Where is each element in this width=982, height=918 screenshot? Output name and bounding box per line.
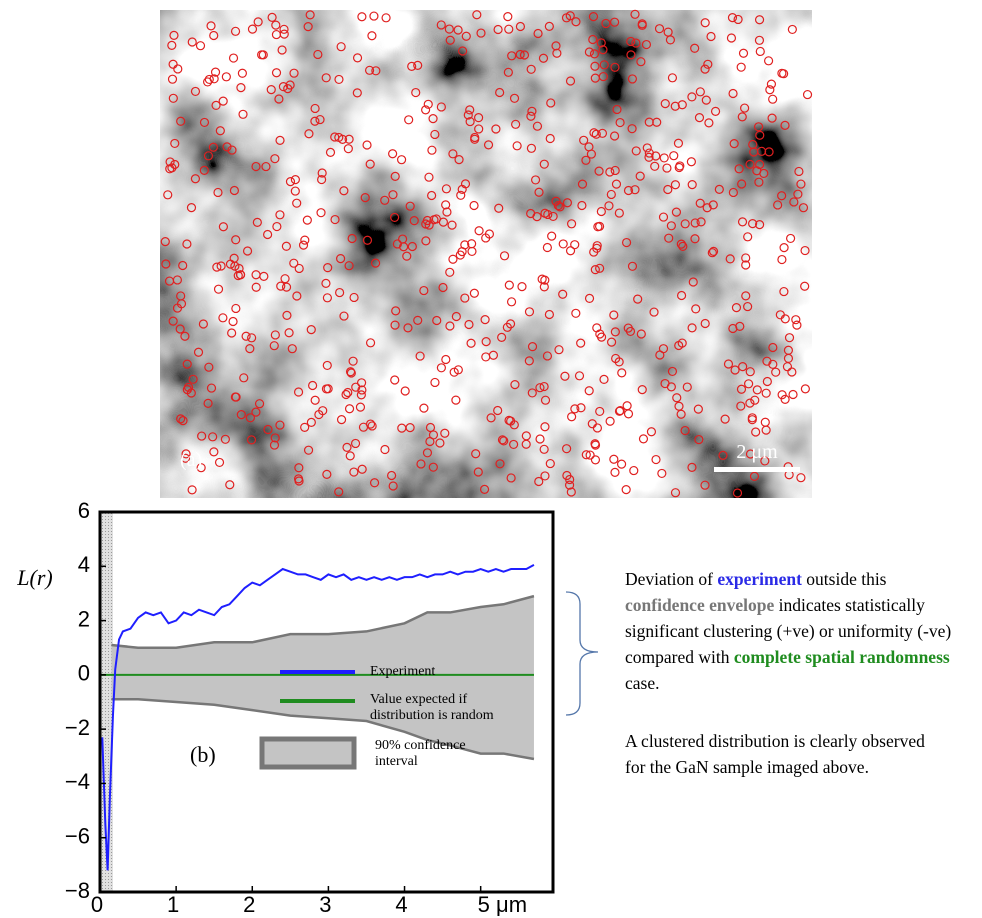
brace [566, 592, 598, 715]
highlight-text: complete spatial randomness [734, 647, 950, 667]
legend-label: Value expected if distribution is random [370, 692, 510, 724]
scale-bar-label: 2 μm [736, 441, 778, 463]
x-tick-label: 5 μm [478, 892, 527, 917]
highlight-text: experiment [717, 569, 802, 589]
annotation-text: A clustered distribution is clearly obse… [625, 728, 945, 780]
x-tick-label: 4 [395, 892, 407, 917]
highlight-text: confidence envelope [625, 595, 774, 615]
text: Deviation of [625, 569, 717, 589]
legend-label: 90% confidence interval [375, 738, 485, 770]
annotation-text: Deviation of experiment outside this con… [625, 566, 960, 696]
scale-bar [714, 467, 800, 472]
y-tick-label: 6 [78, 498, 90, 523]
x-tick-label: 0 [91, 892, 103, 917]
text: case. [625, 673, 660, 693]
panel-label: (b) [190, 742, 216, 767]
micrograph-image [160, 10, 812, 498]
x-tick-label: 2 [243, 892, 255, 917]
micrograph: (a) 2 μm [160, 10, 812, 498]
y-tick-label: −8 [65, 878, 90, 903]
y-tick-label: −2 [65, 715, 90, 740]
x-tick-label: 1 [167, 892, 179, 917]
y-tick-label: −6 [65, 824, 90, 849]
panel-label: (a) [180, 449, 202, 471]
y-tick-label: 4 [78, 552, 90, 577]
y-tick-label: 2 [78, 606, 90, 631]
y-axis-label: L(r) [16, 565, 52, 590]
text: outside this [802, 569, 887, 589]
y-tick-label: 0 [78, 661, 90, 686]
legend-label: Experiment [370, 664, 435, 680]
legend-swatch [262, 739, 354, 767]
figure: (a) 2 μm L(r) (b) −8−6−4−20246012345 μm … [0, 0, 982, 918]
figure-canvas: (a) 2 μm L(r) (b) −8 −6 −4 −2 0 2 4 6 0 1 2 3 4 5 μm [0, 0, 982, 918]
y-tick-label: −4 [65, 769, 90, 794]
x-tick-label: 3 [319, 892, 331, 917]
